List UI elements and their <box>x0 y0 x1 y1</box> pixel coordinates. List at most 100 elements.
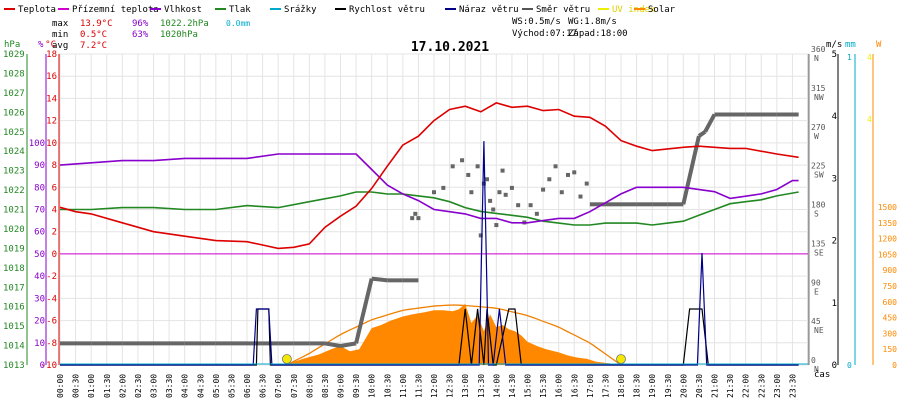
axis-hpa-label: hPa <box>4 40 20 50</box>
axis-x-tick: 11:00 <box>399 374 408 398</box>
axis-pct-tick: 80 <box>34 183 45 193</box>
axis-hpa-tick: 1017 <box>3 283 25 293</box>
axis-celsius-tick: 16 <box>46 72 57 82</box>
stats-max-press: 1022.2hPa <box>160 19 209 29</box>
stats-min-hum: 63% <box>132 30 149 40</box>
axis-celsius-tick: 18 <box>46 50 57 60</box>
axis-solar-tick: 1500 <box>878 203 897 212</box>
wind-dir-point <box>469 190 474 195</box>
axis-dir-tick: 45 <box>811 317 821 326</box>
wind-dir-point <box>572 170 577 175</box>
wind-dir-point <box>478 233 483 238</box>
axis-ms-label: m/s <box>826 40 842 50</box>
axis-dir-tick: 270 <box>811 123 826 132</box>
axis-x-tick: 10:00 <box>368 374 377 398</box>
axis-pct-tick: 30 <box>34 294 45 304</box>
axis-ms-tick: 2 <box>832 237 837 247</box>
wind-dir-point <box>494 223 499 228</box>
axis-x-tick: 22:00 <box>742 374 751 398</box>
axis-pct-tick: 10 <box>34 339 45 349</box>
stats-min-temp: 0.5°C <box>80 30 107 40</box>
axis-mm-tick: 1 <box>847 53 852 62</box>
wind-gust-info: WG:1.8m/s <box>568 17 617 27</box>
axis-hpa-tick: 1026 <box>3 108 25 118</box>
grid <box>59 53 808 366</box>
stats-max-temp: 13.9°C <box>80 19 113 29</box>
legend-item: Náraz větru <box>459 5 519 15</box>
axis-dir-tick: 225 <box>811 162 826 171</box>
axis-x-tick: 04:30 <box>196 374 205 398</box>
axis-solar-tick: 1050 <box>878 250 897 259</box>
stats-min-label: min <box>52 30 68 40</box>
axis-x-tick: 14:30 <box>508 374 517 398</box>
axis-celsius-tick: -6 <box>46 317 57 327</box>
series-pressure <box>60 191 799 226</box>
axis-solar-tick: 900 <box>883 266 898 275</box>
series-wind-dir <box>681 135 701 205</box>
legend-item: UV index <box>612 5 656 15</box>
axis-hpa-tick: 1018 <box>3 264 25 274</box>
axis-hpa-tick: 1028 <box>3 69 25 79</box>
series-wind-dir <box>354 278 374 344</box>
wind-dir-point <box>475 164 480 169</box>
stats-max-rain: 0.0mm <box>226 19 250 28</box>
axis-x-tick: 19:00 <box>648 374 657 398</box>
axis-hpa-tick: 1021 <box>3 206 25 216</box>
axis-celsius-label: °C <box>45 40 56 50</box>
series-wind-dir <box>703 113 717 133</box>
axis-celsius-tick: -2 <box>46 272 57 282</box>
axis-x-tick: 15:30 <box>539 374 548 398</box>
series-humidity <box>59 153 799 224</box>
axis-celsius-tick: -4 <box>46 294 57 304</box>
axis-x-tick: 02:30 <box>134 374 143 398</box>
wind-dir-point <box>500 168 505 173</box>
axis-x-tick: 05:30 <box>227 374 236 398</box>
axis-x-tick: 21:30 <box>726 374 735 398</box>
wind-dir-point <box>491 207 496 212</box>
axis-x-tick: 09:30 <box>352 374 361 398</box>
wind-dir-point <box>416 216 421 221</box>
axis-x-tick: 15:00 <box>524 374 533 398</box>
axis-uv-tick: 4 <box>867 115 872 124</box>
axis-x-tick: 23:00 <box>773 374 782 398</box>
axis-celsius-tick: 8 <box>52 161 57 171</box>
series-solar-max <box>286 304 622 366</box>
axis-dir-tick: 90 <box>811 278 821 287</box>
axis-dir-tick: 315 <box>811 84 826 93</box>
wind-dir-point <box>541 187 546 192</box>
axis-ms-tick: 1 <box>832 299 837 309</box>
axis-dir-name: E <box>814 287 819 296</box>
axis-pct-label: % <box>38 40 44 50</box>
axis-ms-tick: 4 <box>832 112 837 122</box>
axis-x-tick: 18:00 <box>617 374 626 398</box>
axis-dir-name: NE <box>814 326 824 335</box>
legend-item: Směr větru <box>536 5 590 15</box>
wind-dir-point <box>547 177 552 182</box>
axis-solar-tick: 0 <box>892 361 897 370</box>
series-wind-dir <box>697 130 707 138</box>
axis-x-tick: 13:30 <box>477 374 486 398</box>
axis-x-tick: 12:00 <box>430 374 439 398</box>
axis-x-tick: 16:30 <box>570 374 579 398</box>
axis-x-tick: 08:00 <box>305 374 314 398</box>
axis-hpa-tick: 1029 <box>3 50 25 60</box>
axis-x-tick: 23:30 <box>788 374 797 398</box>
sunset-info: Západ:18:00 <box>568 29 628 39</box>
wind-dir-point <box>460 158 465 163</box>
axis-dir-tick: 135 <box>811 239 826 248</box>
axis-x-tick: 05:00 <box>212 374 221 398</box>
axis-dir-name: SW <box>814 171 824 180</box>
axis-x-tick: 21:00 <box>711 374 720 398</box>
legend-item: Solar <box>648 5 676 15</box>
sunset-marker <box>616 354 626 364</box>
wind-dir-point <box>441 185 446 190</box>
series-wind-gust <box>60 141 799 366</box>
axis-hpa-tick: 1025 <box>3 128 25 138</box>
axis-x-tick: 02:00 <box>118 374 127 398</box>
wind-dir-point <box>566 172 571 177</box>
legend-item: Tlak <box>229 5 251 15</box>
axis-x-tick: 00:00 <box>56 374 65 398</box>
axis-pct-tick: 0 <box>40 361 45 371</box>
wind-dir-point <box>484 177 489 182</box>
